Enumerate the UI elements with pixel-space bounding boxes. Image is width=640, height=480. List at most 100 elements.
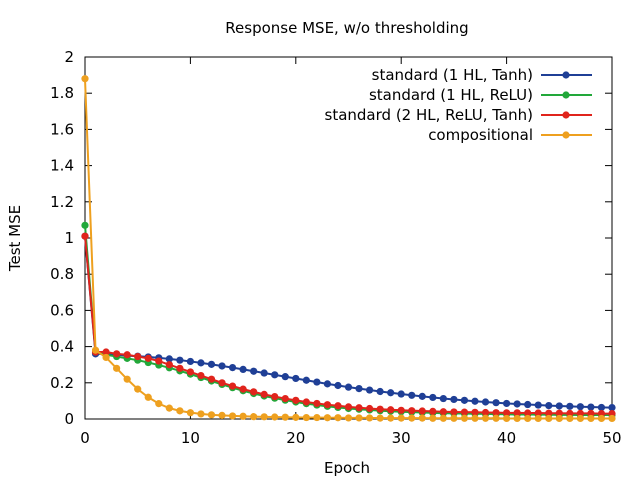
data-point — [566, 402, 574, 410]
data-point — [355, 384, 363, 393]
data-point — [228, 363, 237, 372]
data-point — [376, 405, 384, 413]
data-point — [503, 414, 511, 423]
data-point — [439, 414, 447, 422]
data-point — [545, 414, 553, 423]
data-point — [207, 411, 216, 419]
data-point — [334, 381, 342, 390]
x-tick-label: 50 — [602, 429, 621, 447]
data-point — [365, 414, 374, 422]
data-point — [576, 409, 584, 417]
y-tick-label: 1.2 — [50, 193, 74, 211]
data-point — [313, 399, 321, 408]
data-point — [481, 398, 490, 406]
data-point — [387, 389, 395, 397]
data-point — [492, 409, 500, 417]
data-point — [587, 403, 595, 411]
data-point — [481, 408, 490, 417]
legend-swatch-point — [562, 91, 570, 99]
data-point — [524, 409, 532, 417]
data-point — [334, 414, 342, 422]
data-point — [239, 385, 247, 393]
data-point — [250, 413, 258, 421]
y-tick-label: 0.8 — [50, 265, 74, 283]
data-point — [503, 409, 511, 417]
legend-label: standard (1 HL, ReLU) — [369, 86, 533, 104]
data-point — [228, 412, 237, 420]
data-point — [576, 403, 584, 411]
data-point — [113, 364, 121, 372]
data-point — [197, 359, 205, 367]
x-tick-label: 0 — [80, 429, 90, 447]
data-point — [176, 356, 184, 364]
data-point — [260, 369, 268, 377]
data-point — [587, 414, 595, 423]
data-point — [250, 388, 258, 396]
data-point — [460, 396, 469, 404]
legend-label: standard (2 HL, ReLU, Tanh) — [325, 106, 533, 124]
data-point — [513, 414, 521, 423]
data-point — [302, 413, 310, 422]
data-point — [302, 398, 310, 406]
data-point — [408, 407, 416, 415]
data-point — [534, 409, 542, 417]
data-point — [239, 365, 247, 374]
x-axis-title: Epoch — [324, 459, 370, 477]
data-point — [155, 400, 163, 408]
legend-item: standard (1 HL, Tanh) — [372, 66, 592, 84]
chart-title: Response MSE, w/o thresholding — [225, 19, 468, 37]
data-point — [134, 352, 142, 361]
data-point — [144, 354, 152, 362]
x-tick-label: 30 — [392, 429, 411, 447]
data-point — [566, 414, 574, 423]
data-point — [608, 403, 616, 412]
data-point — [418, 414, 426, 422]
y-tick-label: 0.6 — [50, 301, 74, 319]
data-point — [492, 414, 500, 422]
data-point — [597, 414, 606, 423]
data-point — [397, 414, 405, 422]
data-point — [271, 371, 279, 379]
data-point — [292, 374, 300, 383]
data-point — [534, 401, 542, 409]
data-point — [397, 390, 405, 398]
data-point — [165, 361, 173, 369]
series-layer — [81, 75, 616, 423]
data-point — [365, 386, 374, 394]
data-point — [165, 404, 173, 412]
data-point — [176, 364, 184, 372]
data-point — [292, 413, 300, 421]
legend-swatch-point — [562, 71, 570, 79]
data-point — [439, 394, 447, 403]
data-point — [134, 385, 142, 393]
data-point — [450, 408, 458, 416]
data-point — [260, 413, 268, 421]
data-point — [186, 368, 194, 376]
legend-label: compositional — [428, 126, 533, 144]
y-tick-label: 2 — [64, 48, 74, 66]
data-point — [281, 413, 289, 421]
data-point — [302, 376, 310, 384]
x-tick-label: 40 — [497, 429, 516, 447]
data-point — [555, 414, 563, 423]
y-tick-label: 0.2 — [50, 374, 74, 392]
data-point — [608, 414, 616, 423]
data-point — [418, 392, 426, 400]
data-point — [313, 378, 321, 386]
data-point — [408, 391, 416, 399]
data-point — [81, 75, 89, 83]
data-point — [513, 400, 521, 408]
data-point — [429, 407, 437, 415]
data-point — [155, 357, 163, 365]
data-point — [207, 375, 216, 383]
data-point — [597, 403, 606, 412]
series-line — [84, 236, 613, 409]
legend-item: compositional — [428, 126, 592, 144]
data-point — [313, 413, 321, 422]
y-axis: 0 0.2 0.4 0.6 0.8 1 1.2 1.4 1.6 1.8 2 — [50, 48, 612, 428]
data-point — [503, 399, 511, 408]
data-point — [460, 414, 469, 422]
data-point — [186, 409, 194, 417]
data-point — [471, 397, 479, 405]
data-point — [323, 401, 332, 409]
